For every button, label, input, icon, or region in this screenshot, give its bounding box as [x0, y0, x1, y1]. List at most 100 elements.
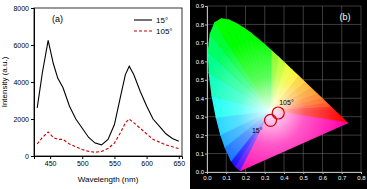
panel-label: (a)	[52, 14, 63, 24]
tick-mark	[205, 6, 207, 7]
tick-mark	[226, 172, 227, 174]
y-axis-title: Intensity (a.u.)	[0, 56, 9, 107]
tick-mark	[205, 98, 207, 99]
x-axis-line	[208, 173, 362, 175]
tick-mark	[147, 156, 148, 159]
tick-label: 0.8	[196, 22, 205, 28]
y-axis: 0 2000 4000 6000 8000	[13, 5, 34, 160]
tick: 0.0	[203, 172, 212, 181]
tick-mark	[246, 172, 247, 174]
tick-mark	[31, 156, 34, 157]
tick: 650	[173, 156, 185, 167]
tick-mark	[31, 8, 34, 9]
tick-label: 650	[173, 160, 185, 167]
tick-mark	[179, 156, 180, 159]
tick-mark	[205, 117, 207, 118]
tick-mark	[205, 61, 207, 62]
tick-label: 2000	[13, 116, 29, 123]
tick-mark	[361, 172, 362, 174]
tick-mark	[205, 43, 207, 44]
legend-label: 105°	[156, 27, 173, 36]
tick-label: 0.0	[203, 175, 212, 181]
tick: 550	[109, 156, 121, 167]
tick-label: 450	[45, 160, 57, 167]
tick-mark	[205, 80, 207, 81]
tick-mark	[31, 82, 34, 83]
grid-line	[361, 6, 362, 172]
tick: 0.6	[196, 59, 207, 65]
tick: 0.8	[357, 172, 366, 181]
grid	[207, 6, 361, 172]
plot-area	[37, 40, 179, 152]
tick-label: 0.2	[196, 133, 205, 139]
tick-mark	[82, 156, 83, 159]
plot-frame	[34, 8, 182, 156]
tick: 500	[77, 156, 89, 167]
legend-label: 15°	[156, 16, 168, 25]
tick-mark	[303, 172, 304, 174]
tick: 0.0	[196, 169, 207, 175]
point-labels: 15° 105°	[252, 99, 294, 134]
tick-label: 0.5	[196, 77, 205, 83]
tick-label: 550	[109, 160, 121, 167]
tick-label: 0.3	[196, 114, 205, 120]
tick: 0.2	[196, 133, 207, 139]
tick: 0.7	[196, 40, 207, 46]
tick-label: 600	[141, 160, 153, 167]
tick-mark	[114, 156, 115, 159]
tick: 8000	[13, 5, 34, 12]
figure: 450 500 550 600 650 0 2000 4000 6000 8000 Waveleng…	[0, 0, 367, 189]
tick-label: 4000	[13, 79, 29, 86]
tick-label: 500	[77, 160, 89, 167]
tick-mark	[342, 172, 343, 174]
tick: 0.6	[319, 172, 328, 181]
tick: 2000	[13, 116, 34, 123]
tick: 4000	[13, 79, 34, 86]
plot-area	[265, 107, 285, 126]
tick-mark	[265, 172, 266, 174]
tick: 0.2	[242, 172, 251, 181]
point-label: 105°	[279, 99, 294, 106]
tick: 6000	[13, 42, 34, 49]
tick-mark	[31, 45, 34, 46]
grid-line	[207, 6, 361, 7]
tick: 0.5	[196, 77, 207, 83]
tick-label: 0.8	[357, 175, 366, 181]
tick: 600	[141, 156, 153, 167]
x-axis-title: Wavelength (nm)	[78, 175, 139, 184]
tick-mark	[323, 172, 324, 174]
tick-label: 0.9	[196, 3, 205, 9]
tick-label: 0.7	[196, 40, 205, 46]
tick: 0.3	[196, 114, 207, 120]
tick: 0.1	[196, 151, 207, 157]
tick-label: 8000	[13, 5, 29, 12]
tick-mark	[205, 24, 207, 25]
tick: 0.3	[261, 172, 270, 181]
tick: 0.9	[196, 3, 207, 9]
tick-label: 0.4	[196, 96, 205, 102]
tick-mark	[284, 172, 285, 174]
y-axis: 0.0 0.1 0.2 0.3 0.4 0.5 0.6 0.7 0.8 0.9	[196, 3, 208, 175]
tick: 0.4	[280, 172, 289, 181]
gamut-glow	[207, 6, 361, 172]
y-axis-line	[31, 9, 35, 157]
tick: 0.5	[300, 172, 309, 181]
panel-a: 450 500 550 600 650 0 2000 4000 6000 8000 Waveleng…	[0, 5, 185, 184]
x-axis-line	[35, 157, 183, 160]
tick: 0.8	[196, 22, 207, 28]
tick-mark	[31, 119, 34, 120]
tick-label: 0.0	[196, 169, 205, 175]
tick: 0.7	[338, 172, 347, 181]
grid-line	[322, 6, 323, 172]
x-axis: 450 500 550 600 650	[35, 156, 186, 167]
y-axis-line	[205, 7, 208, 173]
tick-label: 0.6	[319, 175, 328, 181]
tick: 0	[25, 153, 34, 160]
tick: 0.1	[223, 172, 232, 181]
tick-label: 6000	[13, 42, 29, 49]
legend: 15° 105°	[134, 16, 173, 36]
gamut	[205, 6, 361, 174]
line	[37, 40, 179, 145]
legend-swatch	[134, 30, 152, 31]
point-label: 15°	[252, 127, 263, 134]
